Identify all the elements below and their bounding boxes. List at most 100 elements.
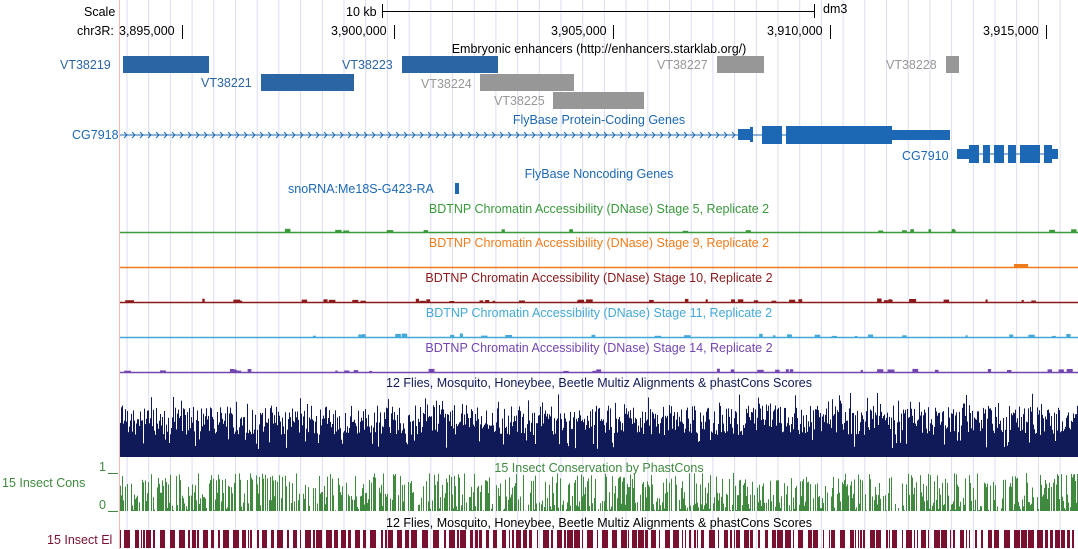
multiz-bar <box>434 407 435 457</box>
signal-bump <box>854 335 858 337</box>
gene-label[interactable]: CG7918 <box>72 128 119 142</box>
phastcons-bar <box>832 488 833 511</box>
conserved-element <box>355 530 360 548</box>
phastcons-bar <box>413 492 414 511</box>
phastcons-bar <box>1013 510 1014 511</box>
phastcons-bar <box>921 492 922 511</box>
multiz-bar <box>1061 431 1062 457</box>
signal-bump <box>586 299 593 302</box>
elements-side-label[interactable]: 15 Insect El <box>47 533 113 547</box>
phastcons-bar <box>934 481 935 511</box>
track-title-dnase-stage11[interactable]: BDTNP Chromatin Accessibility (DNase) St… <box>425 306 773 320</box>
multiz-bar <box>385 419 386 457</box>
track-title-phastcons[interactable]: 15 Insect Conservation by PhastCons <box>494 461 704 475</box>
phastcons-bar <box>775 506 776 511</box>
phastcons-side-label[interactable]: 15 Insect Cons <box>2 476 86 490</box>
phastcons-bar <box>761 506 762 511</box>
enhancer-feature[interactable] <box>946 56 959 73</box>
enhancer-label[interactable]: VT38228 <box>886 58 937 72</box>
phastcons-bar <box>943 505 944 511</box>
enhancer-label[interactable]: VT38219 <box>60 58 111 72</box>
phastcons-bar <box>930 475 931 511</box>
enhancer-label[interactable]: VT38225 <box>494 94 545 108</box>
phastcons-bar <box>145 480 146 511</box>
conserved-element <box>502 530 506 548</box>
multiz-bar <box>252 409 253 457</box>
track-title-dnase-stage10[interactable]: BDTNP Chromatin Accessibility (DNase) St… <box>425 271 773 285</box>
multiz-bar <box>993 430 994 457</box>
multiz-bar <box>757 417 758 457</box>
track-title-dnase-stage9[interactable]: BDTNP Chromatin Accessibility (DNase) St… <box>428 236 770 250</box>
multiz-bar <box>868 427 869 457</box>
multiz-bar <box>1074 418 1075 457</box>
enhancer-label[interactable]: VT38227 <box>657 58 708 72</box>
multiz-bar <box>376 422 377 457</box>
multiz-bar <box>930 423 931 457</box>
phastcons-bar <box>1047 498 1048 511</box>
enhancer-label[interactable]: VT38224 <box>421 77 472 91</box>
track-title-enhancers[interactable]: Embryonic enhancers (http://enhancers.st… <box>451 42 747 56</box>
ruler-tick <box>394 25 395 39</box>
enhancer-feature[interactable] <box>480 74 574 91</box>
enhancer-feature[interactable] <box>123 56 209 73</box>
multiz-bar <box>493 425 494 457</box>
track-title-dnase-stage5[interactable]: BDTNP Chromatin Accessibility (DNase) St… <box>428 202 770 216</box>
multiz-bar <box>126 421 127 457</box>
track-title-elements[interactable]: 12 Flies, Mosquito, Honeybee, Beetle Mul… <box>386 516 812 530</box>
phastcons-bar <box>1074 474 1075 511</box>
track-title-fb-coding[interactable]: FlyBase Protein-Coding Genes <box>512 113 686 127</box>
strand-arrow <box>443 131 448 139</box>
enhancer-label[interactable]: VT38221 <box>201 76 252 90</box>
multiz-bar <box>737 424 738 457</box>
multiz-bar <box>205 416 206 457</box>
enhancer-feature[interactable] <box>261 74 354 91</box>
phastcons-bar <box>584 494 585 511</box>
track-title-fb-noncoding[interactable]: FlyBase Noncoding Genes <box>524 167 674 181</box>
multiz-bar <box>498 401 499 457</box>
signal-bump <box>878 230 884 232</box>
multiz-bar <box>194 431 195 457</box>
phastcons-bar <box>398 495 399 511</box>
multiz-bar <box>497 408 498 457</box>
phastcons-bar <box>794 508 795 511</box>
multiz-bar <box>363 411 364 457</box>
phastcons-bar <box>954 473 955 511</box>
gene-label[interactable]: snoRNA:Me18S-G423-RA <box>288 182 434 196</box>
phastcons-bar <box>181 510 182 511</box>
multiz-bar <box>660 423 661 457</box>
enhancer-feature[interactable] <box>402 56 498 73</box>
phastcons-bar <box>847 484 848 511</box>
multiz-bar <box>487 424 488 457</box>
phastcons-bar <box>707 493 708 511</box>
multiz-bar <box>562 430 563 457</box>
gene-label[interactable]: CG7910 <box>902 149 949 163</box>
conserved-element <box>988 530 992 548</box>
strand-arrow <box>547 131 552 139</box>
strand-arrow <box>499 131 504 139</box>
enhancer-label[interactable]: VT38223 <box>342 58 393 72</box>
phastcons-bar <box>922 496 923 511</box>
phastcons-bar <box>666 478 667 511</box>
enhancer-feature[interactable] <box>553 92 644 109</box>
conserved-element <box>523 530 527 548</box>
phastcons-bar <box>578 506 579 511</box>
phastcons-bar <box>269 500 270 511</box>
track-title-dnase-stage14[interactable]: BDTNP Chromatin Accessibility (DNase) St… <box>425 341 773 355</box>
multiz-bar <box>982 428 983 457</box>
multiz-bar <box>867 397 868 457</box>
phastcons-bar <box>958 486 959 511</box>
multiz-bar <box>448 414 449 457</box>
multiz-bar <box>177 413 178 457</box>
enhancer-feature[interactable] <box>717 56 764 73</box>
phastcons-bar <box>503 509 504 511</box>
phastcons-bar <box>432 500 433 511</box>
multiz-bar <box>502 418 503 457</box>
track-title-multiz[interactable]: 12 Flies, Mosquito, Honeybee, Beetle Mul… <box>386 376 812 390</box>
strand-arrow <box>203 131 208 139</box>
phastcons-bar <box>451 476 452 511</box>
multiz-bar <box>129 426 130 457</box>
snorna-feature[interactable] <box>455 183 459 194</box>
